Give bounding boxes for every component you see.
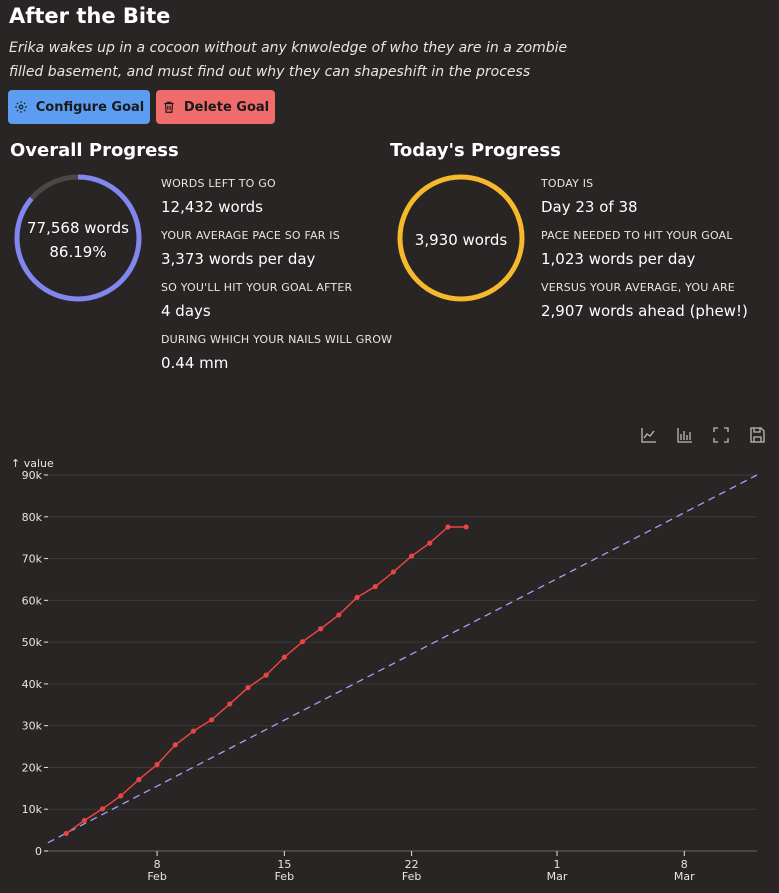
- x-tick-month-label: Feb: [402, 870, 421, 883]
- today-words: 3,930 words: [414, 231, 508, 249]
- y-tick-label: 60k: [22, 594, 43, 607]
- actual-progress-point: [390, 569, 397, 575]
- actual-progress-point: [281, 654, 287, 660]
- overall-stat-label: SO YOU'LL HIT YOUR GOAL AFTER: [161, 281, 353, 294]
- fullscreen-icon[interactable]: [712, 426, 730, 444]
- x-tick-day-label: 1: [554, 858, 561, 871]
- overall-progress-ring: [14, 174, 142, 302]
- today-stat-value: Day 23 of 38: [541, 198, 638, 216]
- x-tick-month-label: Mar: [547, 870, 568, 883]
- y-tick-label: 90k: [22, 469, 43, 482]
- goal-description: Erika wakes up in a cocoon without any k…: [9, 36, 569, 84]
- x-tick-day-label: 8: [681, 858, 688, 871]
- line-chart-icon[interactable]: [640, 426, 658, 444]
- today-ring-arc: [397, 174, 525, 302]
- overall-stat-label: WORDS LEFT TO GO: [161, 177, 276, 190]
- today-stat-label: TODAY IS: [541, 177, 594, 190]
- actual-progress-point: [245, 685, 251, 691]
- x-tick-day-label: 8: [154, 858, 161, 871]
- todays-progress-heading: Today's Progress: [390, 140, 561, 161]
- actual-progress-point: [263, 672, 269, 678]
- y-tick-label: 50k: [22, 636, 43, 649]
- x-tick-day-label: 22: [405, 858, 419, 871]
- y-tick-label: 0: [35, 845, 42, 858]
- chart-grid: [48, 474, 757, 852]
- y-tick-label: 20k: [22, 761, 43, 774]
- actual-progress-point: [154, 761, 160, 768]
- actual-progress-point: [408, 553, 415, 559]
- today-stat-label: PACE NEEDED TO HIT YOUR GOAL: [541, 229, 733, 242]
- overall-stat-value: 3,373 words per day: [161, 250, 316, 268]
- x-tick-month-label: Feb: [275, 870, 294, 883]
- delete-goal-label: Delete Goal: [183, 99, 270, 115]
- x-tick-month-label: Mar: [674, 870, 695, 883]
- actual-progress-point: [318, 626, 324, 632]
- actual-progress-point: [209, 717, 215, 723]
- actual-progress-point: [190, 728, 197, 734]
- bar-chart-icon[interactable]: [676, 426, 694, 444]
- actual-progress-point: [299, 639, 306, 645]
- actual-progress-point: [227, 701, 233, 707]
- actual-progress-point: [63, 830, 69, 837]
- delete-goal-button[interactable]: Delete Goal: [156, 90, 275, 124]
- actual-progress-point: [336, 612, 342, 618]
- overall-ring-arc: [14, 174, 142, 302]
- chart-series: [47, 474, 758, 844]
- gear-icon: [14, 101, 27, 113]
- goal-description-line2: filled basement, and must find out why t…: [9, 64, 531, 80]
- actual-progress-point: [99, 806, 106, 812]
- overall-progress-heading: Overall Progress: [10, 140, 179, 161]
- overall-percent: 86.19%: [49, 243, 107, 261]
- overall-stat-label: YOUR AVERAGE PACE SO FAR IS: [161, 229, 340, 242]
- overall-stat-value: 12,432 words: [161, 198, 263, 216]
- overall-ring-label: 77,568 words 86.19%: [14, 216, 142, 264]
- actual-progress-point: [118, 793, 124, 799]
- actual-progress-point: [136, 776, 142, 783]
- actual-progress-point: [427, 540, 433, 546]
- y-tick-label: 40k: [22, 678, 43, 691]
- x-tick-day-label: 15: [277, 858, 291, 871]
- actual-progress-point: [172, 742, 178, 748]
- y-tick-label: 10k: [22, 803, 43, 816]
- overall-stat-label: DURING WHICH YOUR NAILS WILL GROW: [161, 333, 393, 346]
- today-stat-value: 2,907 words ahead (phew!): [541, 302, 748, 320]
- actual-progress-point: [445, 524, 451, 530]
- target-pace-line: [47, 474, 758, 844]
- y-axis-label: ↑ value: [11, 457, 54, 470]
- configure-goal-label: Configure Goal: [35, 99, 145, 115]
- y-tick-label: 80k: [22, 511, 43, 524]
- y-tick-label: 70k: [22, 553, 43, 566]
- y-tick-label: 30k: [22, 720, 43, 733]
- overall-stat-value: 0.44 mm: [161, 354, 229, 372]
- configure-goal-button[interactable]: Configure Goal: [8, 90, 150, 124]
- actual-progress-point: [372, 583, 378, 590]
- actual-progress-point: [463, 524, 469, 530]
- today-stat-label: VERSUS YOUR AVERAGE, YOU ARE: [541, 281, 735, 294]
- save-icon[interactable]: [748, 426, 766, 444]
- overall-words: 77,568 words: [27, 219, 129, 237]
- actual-progress-point: [354, 594, 360, 601]
- trash-icon: [164, 101, 174, 113]
- overall-stat-value: 4 days: [161, 302, 211, 320]
- today-progress-ring: [397, 174, 525, 302]
- goal-title: After the Bite: [9, 4, 171, 28]
- x-tick-month-label: Feb: [147, 870, 166, 883]
- actual-progress-line: [65, 526, 467, 835]
- actual-progress-point: [81, 817, 87, 824]
- today-stat-value: 1,023 words per day: [541, 250, 696, 268]
- goal-description-line1: Erika wakes up in a cocoon without any k…: [9, 40, 568, 56]
